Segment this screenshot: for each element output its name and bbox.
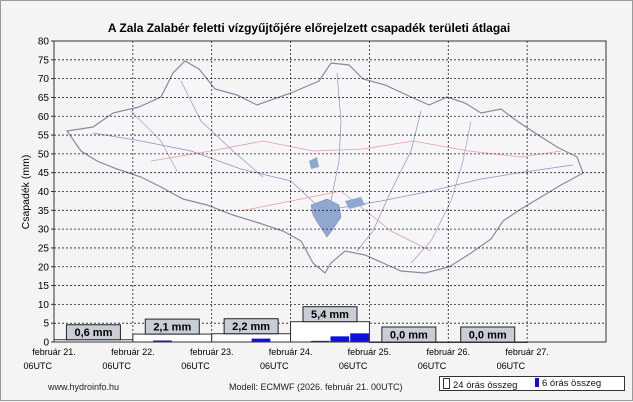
x-tick-label-date: február 23. xyxy=(190,347,234,357)
bar-label-24h: 2,1 mm xyxy=(153,322,191,334)
bar-label-24h: 5,4 mm xyxy=(311,309,349,321)
y-tick-label: 65 xyxy=(38,93,50,104)
legend-item-24h: 24 órás összeg xyxy=(443,378,517,391)
model-info: Modell: ECMWF (2026. február 21. 00UTC) xyxy=(229,382,403,392)
y-tick-label: 40 xyxy=(38,187,50,198)
x-tick-label-time: 06UTC xyxy=(418,361,447,371)
bar-label-24h: 0,6 mm xyxy=(74,327,112,339)
chart-legend: 24 órás összeg 6 órás összeg xyxy=(439,376,625,391)
legend-swatch-24h xyxy=(443,378,450,389)
bar-24h xyxy=(133,334,212,342)
chart-title: A Zala Zalabér feletti vízgyűjtőjére elő… xyxy=(108,21,510,35)
legend-swatch-6h xyxy=(535,378,539,387)
watershed-map xyxy=(67,61,583,273)
bar-label-24h: 0,0 mm xyxy=(469,330,507,342)
y-tick-label: 30 xyxy=(38,225,50,236)
y-tick-label: 50 xyxy=(38,149,50,160)
legend-item-6h: 6 órás összeg xyxy=(535,378,601,389)
bar-24h xyxy=(212,334,291,342)
y-tick-label: 25 xyxy=(38,243,50,254)
x-tick-label-date: február 21. xyxy=(32,347,76,357)
y-tick-label: 5 xyxy=(43,319,49,330)
x-tick-label-time: 06UTC xyxy=(181,361,210,371)
legend-label-24h: 24 órás összeg xyxy=(453,380,517,391)
x-tick-label-time: 06UTC xyxy=(102,361,131,371)
y-tick-label: 20 xyxy=(38,262,50,273)
source-link[interactable]: www.hydroinfo.hu xyxy=(48,382,119,392)
x-tick-label-time: 06UTC xyxy=(260,361,289,371)
y-tick-label: 35 xyxy=(38,206,50,217)
y-tick-label: 70 xyxy=(38,74,50,85)
bar-6h xyxy=(350,333,369,342)
x-tick-label-date: február 26. xyxy=(427,347,471,357)
bar-label-24h: 0,0 mm xyxy=(390,330,428,342)
bar-label-24h: 2,2 mm xyxy=(232,321,270,333)
y-axis-label: Csapadék (mm) xyxy=(20,155,32,230)
legend-label-6h: 6 órás összeg xyxy=(542,378,601,389)
x-tick-label-date: február 27. xyxy=(505,347,549,357)
x-tick-label-date: február 22. xyxy=(111,347,155,357)
x-tick-label-time: 06UTC xyxy=(339,361,368,371)
x-tick-label-date: február 24. xyxy=(269,347,313,357)
y-tick-label: 75 xyxy=(38,55,50,66)
y-tick-label: 45 xyxy=(38,168,50,179)
bar-6h xyxy=(331,336,350,342)
y-tick-label: 55 xyxy=(38,131,50,142)
x-tick-label-time: 06UTC xyxy=(497,361,526,371)
x-tick-label-time: 06UTC xyxy=(23,361,52,371)
y-tick-label: 80 xyxy=(38,37,50,48)
x-tick-label-date: február 25. xyxy=(348,347,392,357)
y-tick-label: 10 xyxy=(38,300,50,311)
y-tick-label: 60 xyxy=(38,112,50,123)
y-tick-label: 15 xyxy=(38,281,50,292)
bar-6h xyxy=(252,339,271,342)
